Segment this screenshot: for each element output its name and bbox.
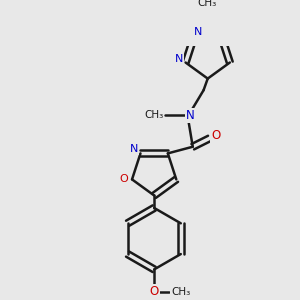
Text: N: N	[175, 54, 183, 64]
Text: O: O	[119, 174, 128, 184]
Text: N: N	[194, 26, 202, 37]
Text: O: O	[212, 129, 221, 142]
Text: CH₃: CH₃	[171, 287, 190, 297]
Text: N: N	[186, 109, 195, 122]
Text: O: O	[149, 285, 159, 298]
Text: CH₃: CH₃	[144, 110, 163, 120]
Text: CH₃: CH₃	[198, 0, 217, 8]
Text: N: N	[130, 144, 138, 154]
